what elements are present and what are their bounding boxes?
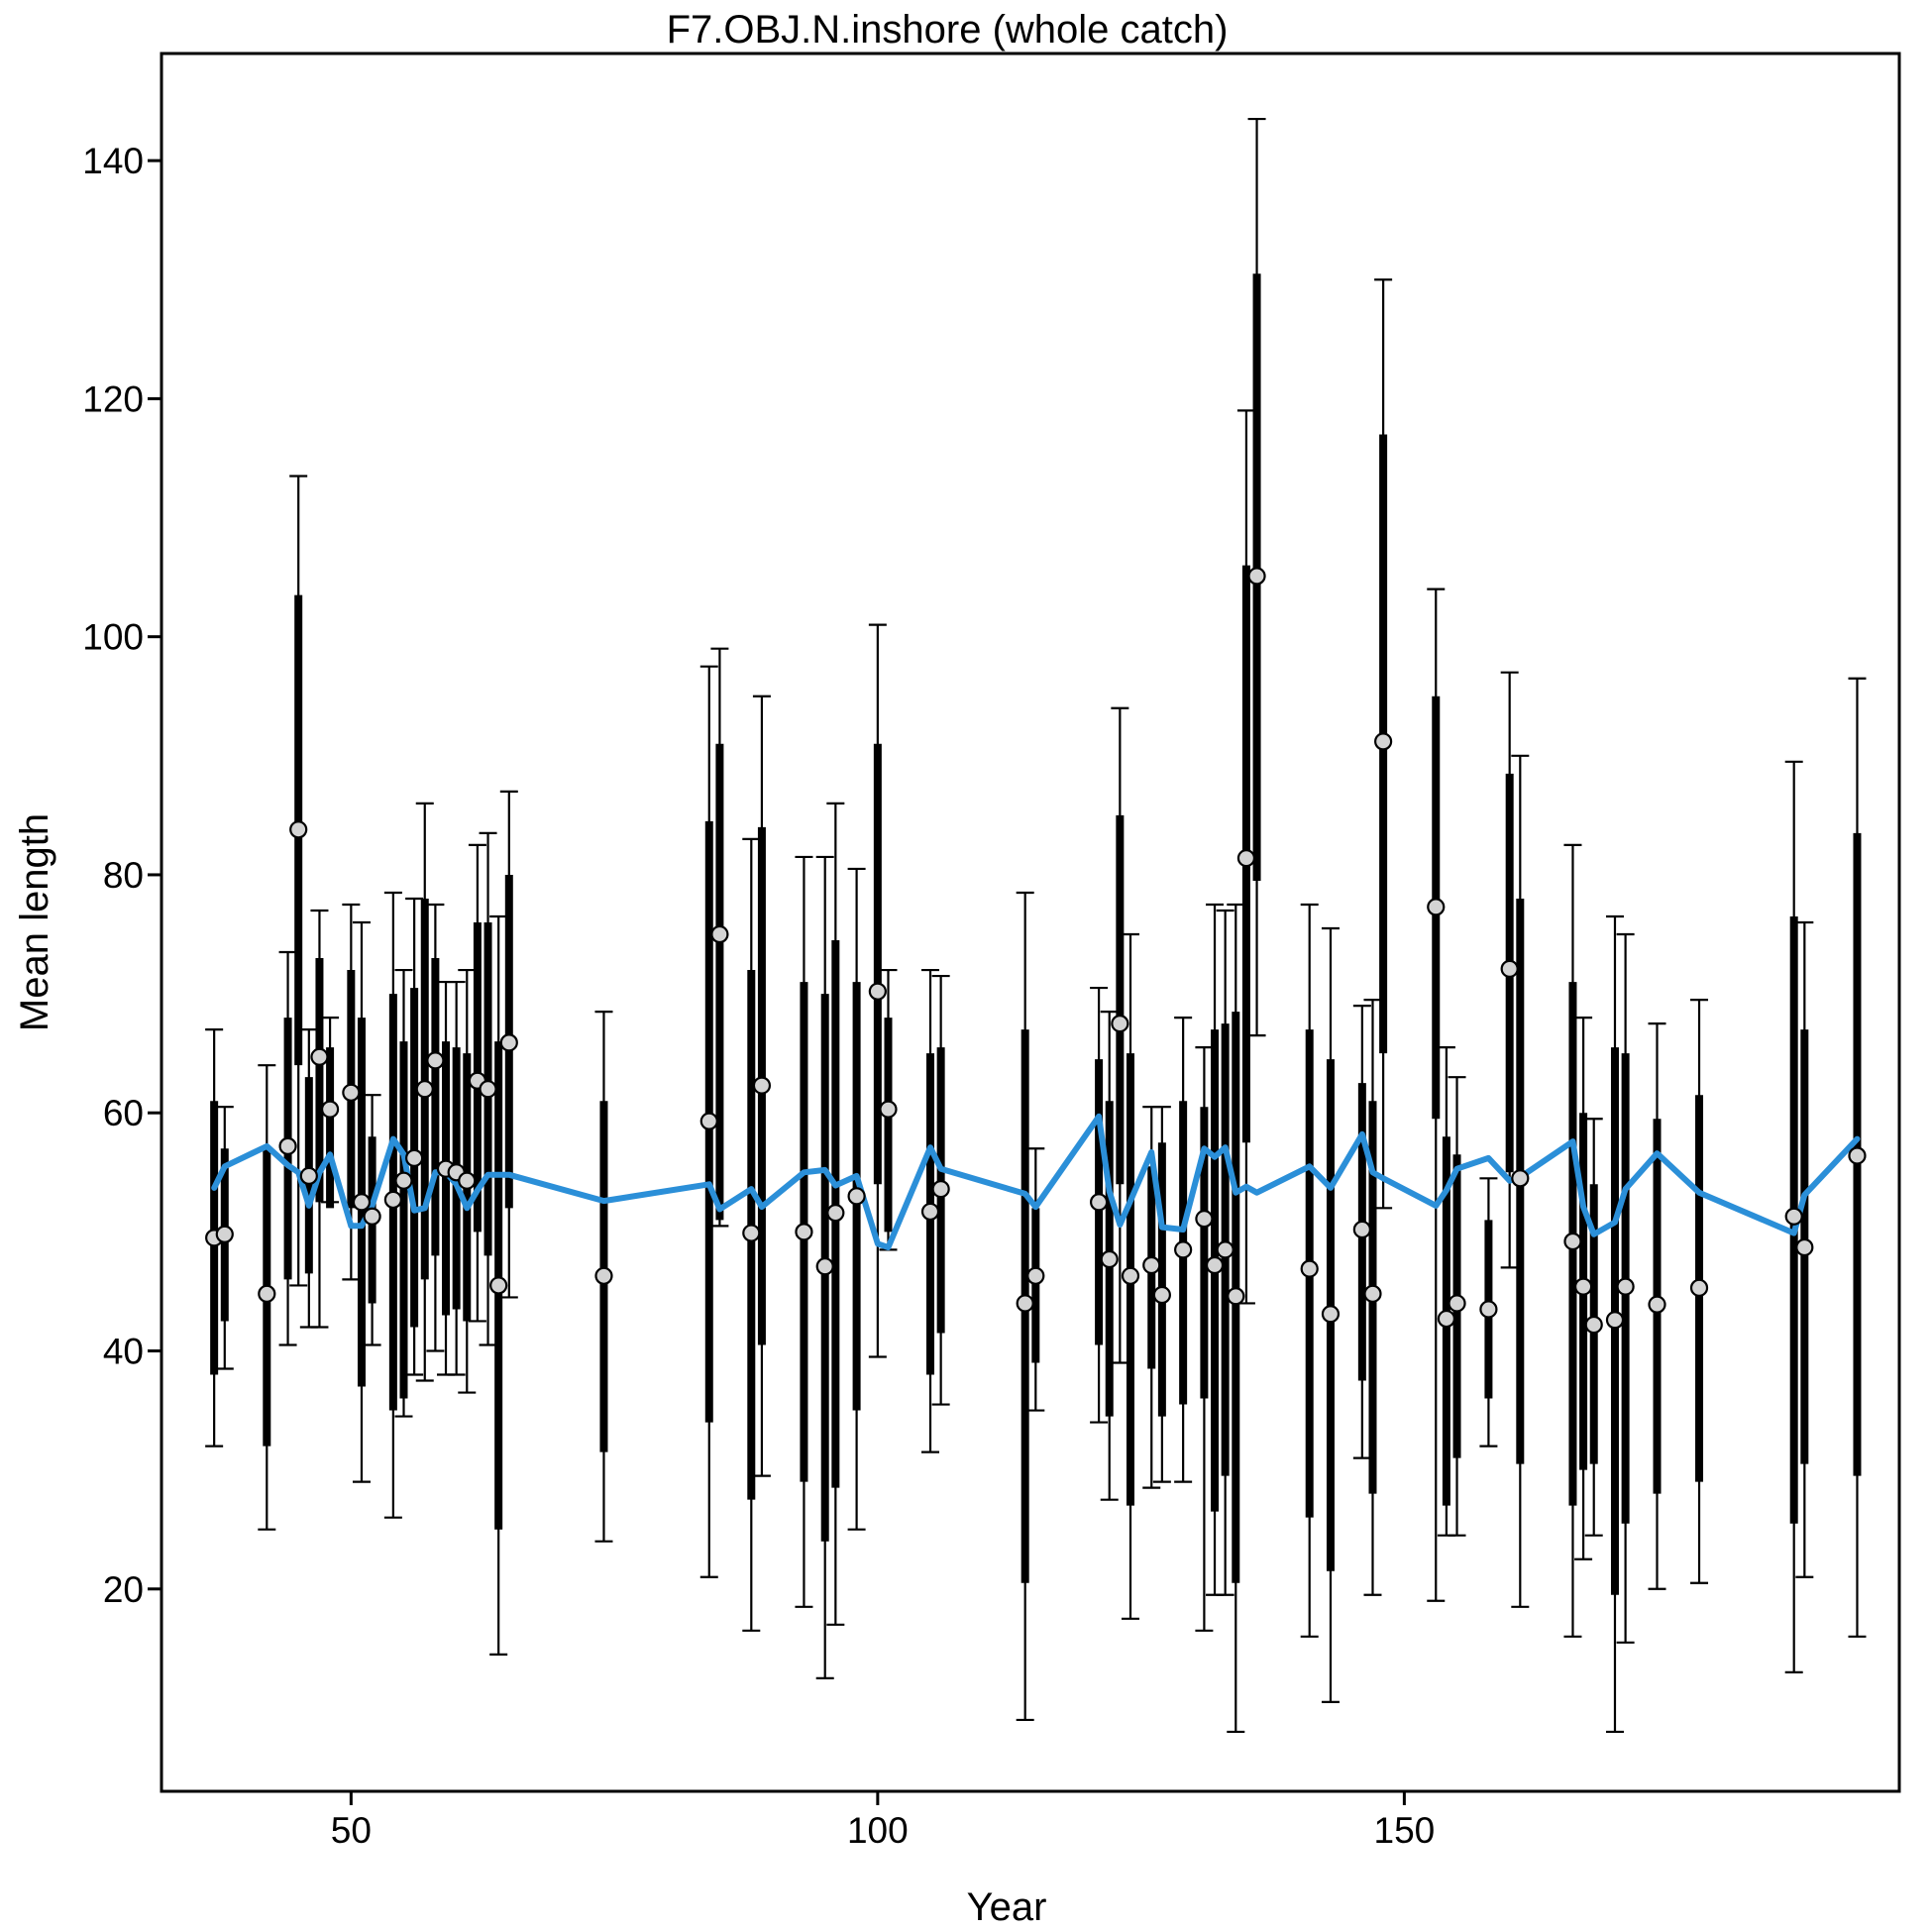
observed-point xyxy=(1784,1207,1803,1226)
observed-point xyxy=(426,1051,445,1070)
observed-point xyxy=(1174,1240,1193,1259)
observed-point xyxy=(815,1257,834,1276)
y-tick-label: 120 xyxy=(82,378,144,419)
x-tick-label: 100 xyxy=(847,1810,909,1851)
x-axis-label: Year xyxy=(967,1885,1047,1929)
observed-point xyxy=(394,1171,413,1190)
x-tick-label: 50 xyxy=(331,1810,372,1851)
observed-point xyxy=(920,1202,940,1222)
observed-point xyxy=(752,1076,772,1095)
observed-point xyxy=(1121,1266,1140,1285)
observed-point xyxy=(363,1207,381,1226)
observed-point xyxy=(1511,1169,1530,1188)
y-tick-label: 100 xyxy=(82,617,144,658)
x-axis: 50 100 150 xyxy=(331,1791,1435,1851)
observed-point xyxy=(1363,1284,1382,1303)
y-tick-label: 80 xyxy=(103,855,144,896)
observed-point xyxy=(489,1276,508,1295)
observed-point xyxy=(879,1100,898,1119)
y-tick-label: 140 xyxy=(82,141,144,181)
expected-line xyxy=(211,1113,1861,1250)
observed-point xyxy=(499,1033,518,1052)
observed-point xyxy=(1089,1193,1109,1212)
observed-point xyxy=(383,1190,402,1210)
observed-point xyxy=(826,1204,845,1223)
y-tick-label: 60 xyxy=(103,1093,144,1133)
observed-point xyxy=(1437,1309,1455,1329)
observed-point xyxy=(1236,849,1256,868)
observed-point xyxy=(699,1112,718,1130)
observed-point xyxy=(310,1047,329,1066)
observed-point xyxy=(258,1284,276,1303)
observed-point xyxy=(1152,1285,1171,1305)
observed-point xyxy=(1479,1300,1498,1319)
observed-point xyxy=(795,1223,813,1241)
observed-point xyxy=(868,982,887,1001)
observed-point xyxy=(742,1224,761,1242)
observed-point xyxy=(1500,959,1519,978)
observed-point xyxy=(1584,1315,1603,1335)
observed-point xyxy=(1374,732,1393,751)
chart-title: F7.OBJ.N.inshore (whole catch) xyxy=(667,8,1229,52)
observed-point xyxy=(1648,1295,1666,1314)
observed-point xyxy=(710,924,729,944)
observed-point xyxy=(1427,898,1446,916)
observed-point xyxy=(1563,1232,1582,1251)
observed-point xyxy=(847,1187,866,1206)
y-tick-label: 20 xyxy=(103,1569,144,1610)
observed-point xyxy=(1227,1287,1245,1306)
observed-point xyxy=(1352,1220,1371,1239)
observed-point xyxy=(1448,1294,1466,1313)
observed-point xyxy=(1300,1259,1319,1278)
observed-point xyxy=(1016,1294,1034,1313)
observed-point xyxy=(594,1266,613,1285)
y-axis: 20 40 60 80 100 120 140 xyxy=(82,141,161,1610)
observed-point xyxy=(1795,1237,1814,1257)
plot-frame xyxy=(160,52,1901,1793)
observed-point xyxy=(278,1136,297,1155)
observed-point xyxy=(405,1148,424,1167)
observed-point xyxy=(1616,1277,1635,1296)
y-tick-label: 40 xyxy=(103,1331,144,1371)
observed-point xyxy=(1142,1255,1161,1275)
observed-point xyxy=(1605,1311,1625,1330)
observed-point xyxy=(289,820,308,839)
observed-point xyxy=(1205,1255,1225,1275)
observed-point xyxy=(1573,1277,1593,1296)
observed-point xyxy=(931,1180,950,1199)
observed-point xyxy=(1321,1305,1341,1324)
observed-point xyxy=(1195,1210,1214,1229)
observed-point xyxy=(352,1193,372,1212)
observed-point xyxy=(1216,1240,1234,1259)
observed-point xyxy=(1100,1249,1119,1269)
x-tick-label: 150 xyxy=(1374,1810,1436,1851)
observed-point xyxy=(342,1083,361,1102)
plot-marks xyxy=(205,117,1867,1734)
observed-point xyxy=(215,1225,234,1243)
observed-point xyxy=(1111,1015,1129,1033)
observed-point xyxy=(1026,1266,1045,1285)
observed-point xyxy=(1689,1278,1709,1297)
observed-point xyxy=(458,1171,477,1190)
observed-point xyxy=(479,1080,497,1099)
observed-point xyxy=(1848,1146,1867,1165)
observed-point xyxy=(299,1166,318,1185)
observed-point xyxy=(320,1100,340,1119)
observed-point xyxy=(1247,567,1266,586)
y-axis-label: Mean length xyxy=(13,813,56,1031)
observed-point xyxy=(415,1080,434,1099)
